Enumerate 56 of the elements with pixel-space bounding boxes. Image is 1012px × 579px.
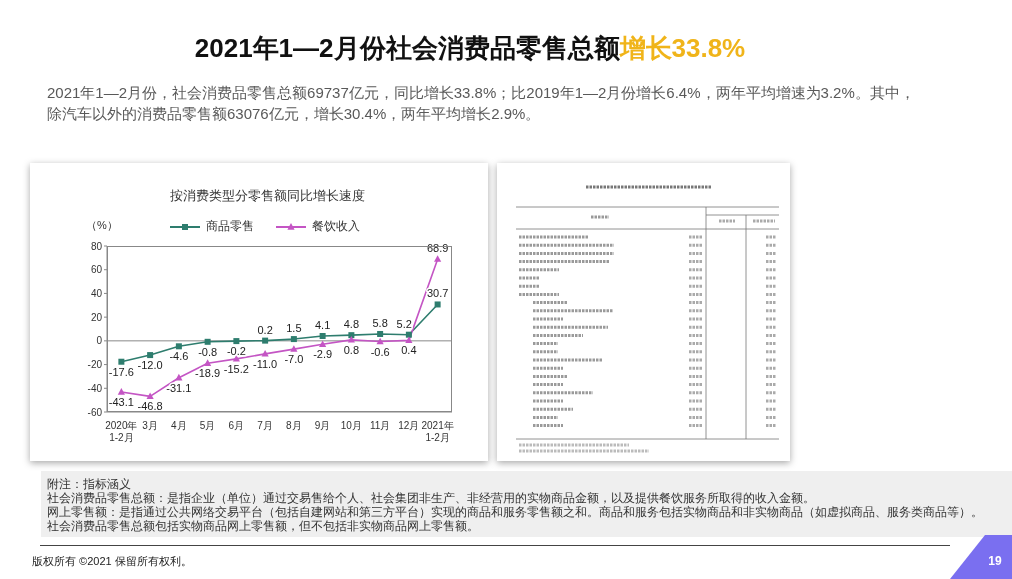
- data-label: -2.9: [313, 348, 333, 361]
- data-label: 4.8: [343, 318, 360, 331]
- data-label: -31.1: [166, 381, 192, 394]
- data-label: -15.2: [223, 362, 249, 375]
- data-label: 0.8: [343, 343, 360, 356]
- data-label: 5.8: [372, 316, 388, 329]
- text: 社会消费品零售总额：是指企业（单位）通过交易售给个人、社会集团非生产、非经营用的实物商品金额，以及提供餐饮服务所取得的收入金额。: [47, 491, 815, 505]
- data-label: -0.8: [198, 345, 218, 358]
- y-tick-label: -20: [87, 359, 103, 371]
- data-label: -17.6: [108, 365, 134, 378]
- text: 附注：指标涵义: [47, 477, 131, 491]
- y-tick-label: 0: [96, 335, 103, 347]
- y-axis-title: （%）: [86, 218, 118, 233]
- y-tick-label: -60: [87, 406, 103, 418]
- y-tick-label: 40: [90, 287, 103, 299]
- text: 社会消费品零售总额包括实物商品网上零售额，但不包括非实物商品网上零售额。: [47, 519, 479, 533]
- x-tick-label: 6月: [228, 420, 245, 431]
- data-label: -46.8: [137, 400, 163, 413]
- data-label: 5.2: [396, 317, 412, 330]
- data-label: 0.4: [401, 344, 417, 357]
- text: 2021年1—2月份，社会消费品零售总额69737亿元，同比增长33.8%；比2019年1—2月份增长6.4%，两年平均增速为3.2%。其中，除汽车以外的消费品零售额63076亿元，增长30.4%，两年平均增长2.9%。: [47, 83, 916, 124]
- data-label: -12.0: [137, 359, 163, 372]
- text: 19: [987, 554, 1003, 568]
- data-label: 4.1: [314, 319, 331, 331]
- data-label: -0.2: [226, 345, 246, 358]
- y-tick-label: -40: [87, 382, 103, 394]
- y-tick-label: 80: [90, 240, 103, 252]
- data-label: -4.6: [169, 350, 189, 363]
- x-tick-label: 2020年 1-2月: [105, 420, 138, 443]
- x-tick-label: 12月: [398, 420, 420, 431]
- data-label: -11.0: [252, 357, 278, 370]
- x-tick-label: 3月: [142, 420, 158, 431]
- x-tick-label: 8月: [286, 420, 302, 431]
- data-label: -0.6: [370, 345, 390, 358]
- x-tick-label: 4月: [171, 420, 187, 431]
- data-label: -7.0: [284, 353, 304, 366]
- x-tick-label: 9月: [314, 420, 331, 431]
- x-tick-label: 10月: [340, 420, 362, 431]
- x-tick-label: 11月: [369, 420, 391, 431]
- x-tick-label: 5月: [199, 420, 216, 431]
- chart-title: 按消费类型分零售额同比增长速度: [168, 187, 366, 205]
- legend-label: 餐饮收入: [312, 218, 360, 235]
- legend-label: 商品零售: [206, 218, 254, 235]
- data-label: 0.2: [257, 323, 273, 336]
- y-tick-label: 60: [90, 264, 103, 276]
- text: 网上零售额：是指通过公共网络交易平台（包括自建网站和第三方平台）实现的商品和服务零售额之和。商品和服务包括实物商品和非实物商品（如虚拟商品、服务类商品等）。: [47, 505, 983, 519]
- data-label: -43.1: [108, 395, 134, 408]
- x-tick-label: 2021年 1-2月: [421, 420, 454, 443]
- data-label: -18.9: [195, 367, 221, 380]
- text: 版权所有 ©2021 保留所有权利。: [32, 554, 192, 569]
- data-label: 1.5: [286, 322, 302, 335]
- data-label: 30.7: [426, 287, 449, 300]
- text: 2021年1—2月份社会消费品零售总额: [194, 33, 620, 63]
- y-tick-label: 20: [90, 311, 103, 323]
- x-tick-label: 7月: [257, 420, 273, 431]
- text: 增长33.8%: [619, 33, 746, 63]
